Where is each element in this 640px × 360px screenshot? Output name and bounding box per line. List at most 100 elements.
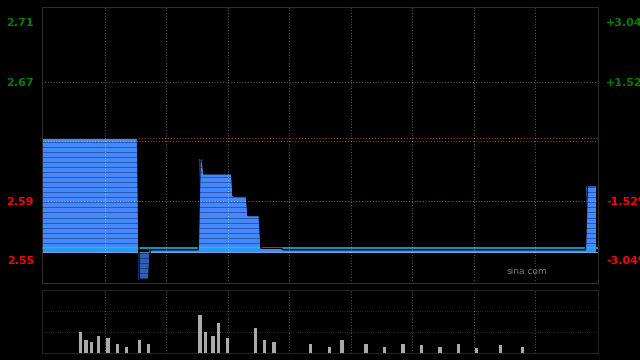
Bar [116,138,118,253]
Bar [426,250,428,253]
Bar [326,250,328,253]
Bar [382,250,383,253]
Bar [525,250,527,253]
Bar [142,253,144,280]
Bar [544,250,546,253]
Bar [391,250,393,253]
Bar [564,250,566,253]
Bar [364,250,365,253]
Bar [380,250,382,253]
Bar [328,250,330,253]
Bar [153,250,155,253]
Bar [155,250,157,253]
Bar [209,174,211,253]
Bar [182,250,184,253]
Bar [317,250,319,253]
Bar [216,174,218,253]
Bar [146,253,148,280]
Bar [262,248,264,253]
Bar [452,250,454,253]
Bar [557,250,559,253]
Bar [297,250,299,253]
Bar [84,340,88,353]
Bar [438,346,442,353]
Bar [42,138,44,253]
Bar [507,250,509,253]
Bar [367,250,369,253]
Bar [238,196,240,253]
Bar [177,250,179,253]
Bar [352,250,354,253]
Bar [254,328,257,353]
Bar [570,250,572,253]
Bar [343,250,345,253]
Bar [559,250,561,253]
Bar [330,250,332,253]
Bar [516,250,518,253]
Bar [161,250,163,253]
Bar [179,250,181,253]
Bar [524,250,525,253]
Bar [494,250,496,253]
Bar [218,174,220,253]
Bar [340,340,344,353]
Bar [197,250,199,253]
Bar [221,174,223,253]
Bar [65,138,67,253]
Bar [412,250,413,253]
Bar [203,174,205,253]
Bar [204,332,207,353]
Bar [553,250,555,253]
Bar [133,138,134,253]
Bar [415,250,417,253]
Bar [226,338,230,353]
Bar [286,250,288,253]
Bar [54,138,56,253]
Bar [151,250,153,253]
Bar [439,250,441,253]
Bar [513,250,515,253]
Bar [410,250,412,253]
Bar [72,138,74,253]
Bar [79,332,82,353]
Bar [59,138,61,253]
Bar [431,250,433,253]
Bar [306,250,308,253]
Bar [328,346,331,353]
Bar [166,250,168,253]
Bar [223,174,225,253]
Bar [97,336,100,353]
Bar [324,250,326,253]
Bar [417,250,419,253]
Bar [550,250,552,253]
Bar [374,250,376,253]
Bar [170,250,172,253]
Bar [335,250,337,253]
Bar [323,250,324,253]
Bar [70,138,72,253]
Bar [79,138,81,253]
Bar [489,250,490,253]
Bar [308,250,310,253]
Bar [232,196,234,253]
Bar [188,250,190,253]
Bar [592,186,594,253]
Bar [538,250,540,253]
Bar [87,138,88,253]
Bar [52,138,54,253]
Bar [253,216,255,253]
Bar [428,250,429,253]
Bar [456,250,458,253]
Bar [44,138,46,253]
Bar [243,196,245,253]
Bar [109,138,111,253]
Bar [190,250,192,253]
Bar [319,250,321,253]
Bar [492,250,494,253]
Bar [383,346,386,353]
Bar [521,346,524,353]
Bar [312,250,314,253]
Bar [147,345,150,353]
Bar [116,345,119,353]
Bar [573,250,575,253]
